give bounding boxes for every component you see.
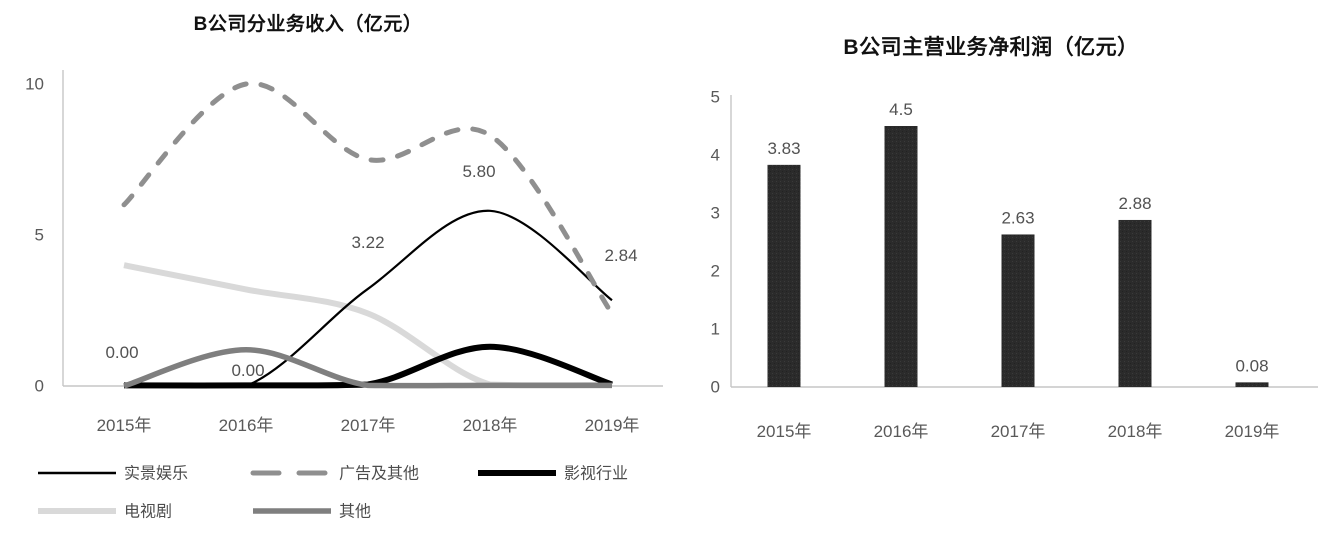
bar-value-label: 0.08 bbox=[1235, 356, 1268, 375]
y-tick-label: 1 bbox=[711, 320, 720, 339]
x-tick-label: 2017年 bbox=[341, 416, 396, 435]
line-series-4 bbox=[123, 347, 612, 389]
bar-chart-figure: B公司主营业务净利润（亿元） 0 1 2 3 4 5 3.83 4.5 2.63 2.88 0.08… bbox=[663, 0, 1326, 538]
point-value-label: 0.00 bbox=[105, 343, 138, 362]
y-tick-label: 0 bbox=[35, 377, 44, 396]
point-value-label: 3.22 bbox=[351, 233, 384, 252]
line-chart-canvas: 0 5 10 2015年 2016年 2017年 2018年 2019年 0.00 0.00 3.2… bbox=[25, 70, 663, 521]
bar bbox=[884, 126, 918, 387]
x-tick-label: 2018年 bbox=[1108, 422, 1163, 441]
line-series-3 bbox=[123, 262, 613, 389]
y-tick-label: 0 bbox=[711, 378, 720, 397]
line-series-2 bbox=[123, 343, 613, 389]
line-series-1 bbox=[121, 81, 615, 316]
bar-value-label: 4.5 bbox=[889, 100, 913, 119]
bar-value-label: 2.88 bbox=[1118, 194, 1151, 213]
y-tick-label: 3 bbox=[711, 204, 720, 223]
bar bbox=[1118, 219, 1152, 387]
x-tick-label: 2019年 bbox=[585, 416, 640, 435]
y-tick-label: 10 bbox=[25, 75, 44, 94]
point-value-label: 5.80 bbox=[462, 162, 495, 181]
bar-value-label: 2.63 bbox=[1001, 208, 1034, 227]
x-tick-label: 2016年 bbox=[874, 422, 929, 441]
y-tick-label: 2 bbox=[711, 262, 720, 281]
x-tick-label: 2015年 bbox=[97, 416, 152, 435]
x-tick-label: 2017年 bbox=[991, 422, 1046, 441]
line-chart-title: B公司分业务收入（亿元） bbox=[193, 14, 423, 35]
legend-label-3: 电视剧 bbox=[124, 503, 172, 521]
point-value-label: 0.00 bbox=[231, 361, 264, 380]
bar bbox=[1235, 382, 1269, 387]
point-value-label: 2.84 bbox=[604, 246, 637, 265]
x-tick-label: 2018年 bbox=[463, 416, 518, 435]
legend-label-1: 广告及其他 bbox=[339, 465, 419, 483]
bar-chart-title: B公司主营业务净利润（亿元） bbox=[843, 36, 1139, 59]
x-tick-label: 2019年 bbox=[1225, 422, 1280, 441]
bar bbox=[767, 164, 801, 387]
line-chart-figure: B公司分业务收入（亿元） 0 5 10 2015年 2016年 2017年 2018年 201… bbox=[25, 14, 663, 521]
legend-label-2: 影视行业 bbox=[564, 465, 628, 483]
x-tick-label: 2016年 bbox=[219, 416, 274, 435]
y-tick-label: 4 bbox=[711, 146, 720, 165]
legend-label-0: 实景娱乐 bbox=[124, 465, 188, 483]
bar bbox=[1001, 234, 1035, 387]
bar-chart-canvas: 0 1 2 3 4 5 3.83 4.5 2.63 2.88 0.08 2015年 2016年 2017年… bbox=[711, 88, 1318, 441]
bar-value-label: 3.83 bbox=[767, 139, 800, 158]
y-tick-label: 5 bbox=[711, 88, 720, 107]
x-tick-label: 2015年 bbox=[757, 422, 812, 441]
legend-label-4: 其他 bbox=[339, 503, 371, 521]
y-tick-label: 5 bbox=[35, 226, 44, 245]
